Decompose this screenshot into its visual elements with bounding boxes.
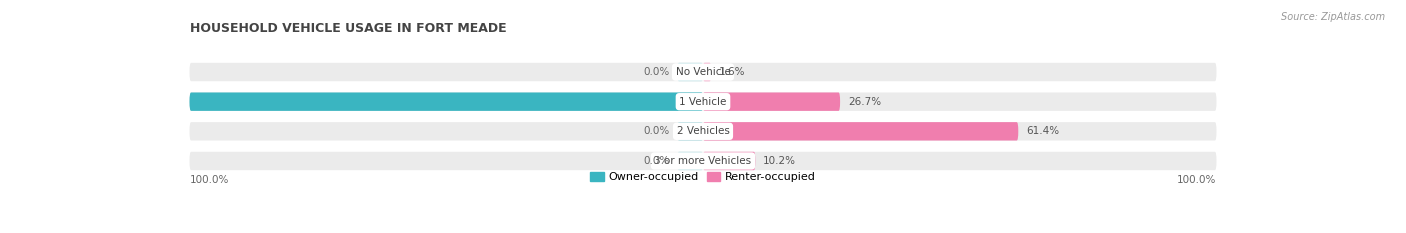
Text: 0.0%: 0.0% [644, 126, 669, 136]
FancyBboxPatch shape [703, 63, 711, 81]
Text: 1.6%: 1.6% [718, 67, 745, 77]
Text: 26.7%: 26.7% [848, 97, 882, 107]
FancyBboxPatch shape [678, 152, 703, 170]
FancyBboxPatch shape [190, 93, 703, 111]
FancyBboxPatch shape [678, 122, 703, 140]
Text: Source: ZipAtlas.com: Source: ZipAtlas.com [1281, 12, 1385, 22]
Text: 10.2%: 10.2% [763, 156, 796, 166]
FancyBboxPatch shape [678, 63, 703, 81]
Text: 100.0%: 100.0% [138, 97, 181, 107]
FancyBboxPatch shape [703, 93, 841, 111]
Text: 0.0%: 0.0% [644, 67, 669, 77]
FancyBboxPatch shape [190, 63, 1216, 81]
FancyBboxPatch shape [703, 152, 755, 170]
Text: 100.0%: 100.0% [1177, 175, 1216, 185]
Text: 0.0%: 0.0% [644, 156, 669, 166]
Text: 2 Vehicles: 2 Vehicles [676, 126, 730, 136]
Text: HOUSEHOLD VEHICLE USAGE IN FORT MEADE: HOUSEHOLD VEHICLE USAGE IN FORT MEADE [190, 22, 506, 35]
FancyBboxPatch shape [190, 93, 1216, 111]
Text: 1 Vehicle: 1 Vehicle [679, 97, 727, 107]
Text: 3 or more Vehicles: 3 or more Vehicles [654, 156, 752, 166]
Text: 61.4%: 61.4% [1026, 126, 1059, 136]
Legend: Owner-occupied, Renter-occupied: Owner-occupied, Renter-occupied [586, 167, 820, 187]
Text: No Vehicle: No Vehicle [675, 67, 731, 77]
FancyBboxPatch shape [190, 152, 1216, 170]
FancyBboxPatch shape [703, 122, 1018, 140]
Text: 100.0%: 100.0% [190, 175, 229, 185]
FancyBboxPatch shape [190, 122, 1216, 140]
